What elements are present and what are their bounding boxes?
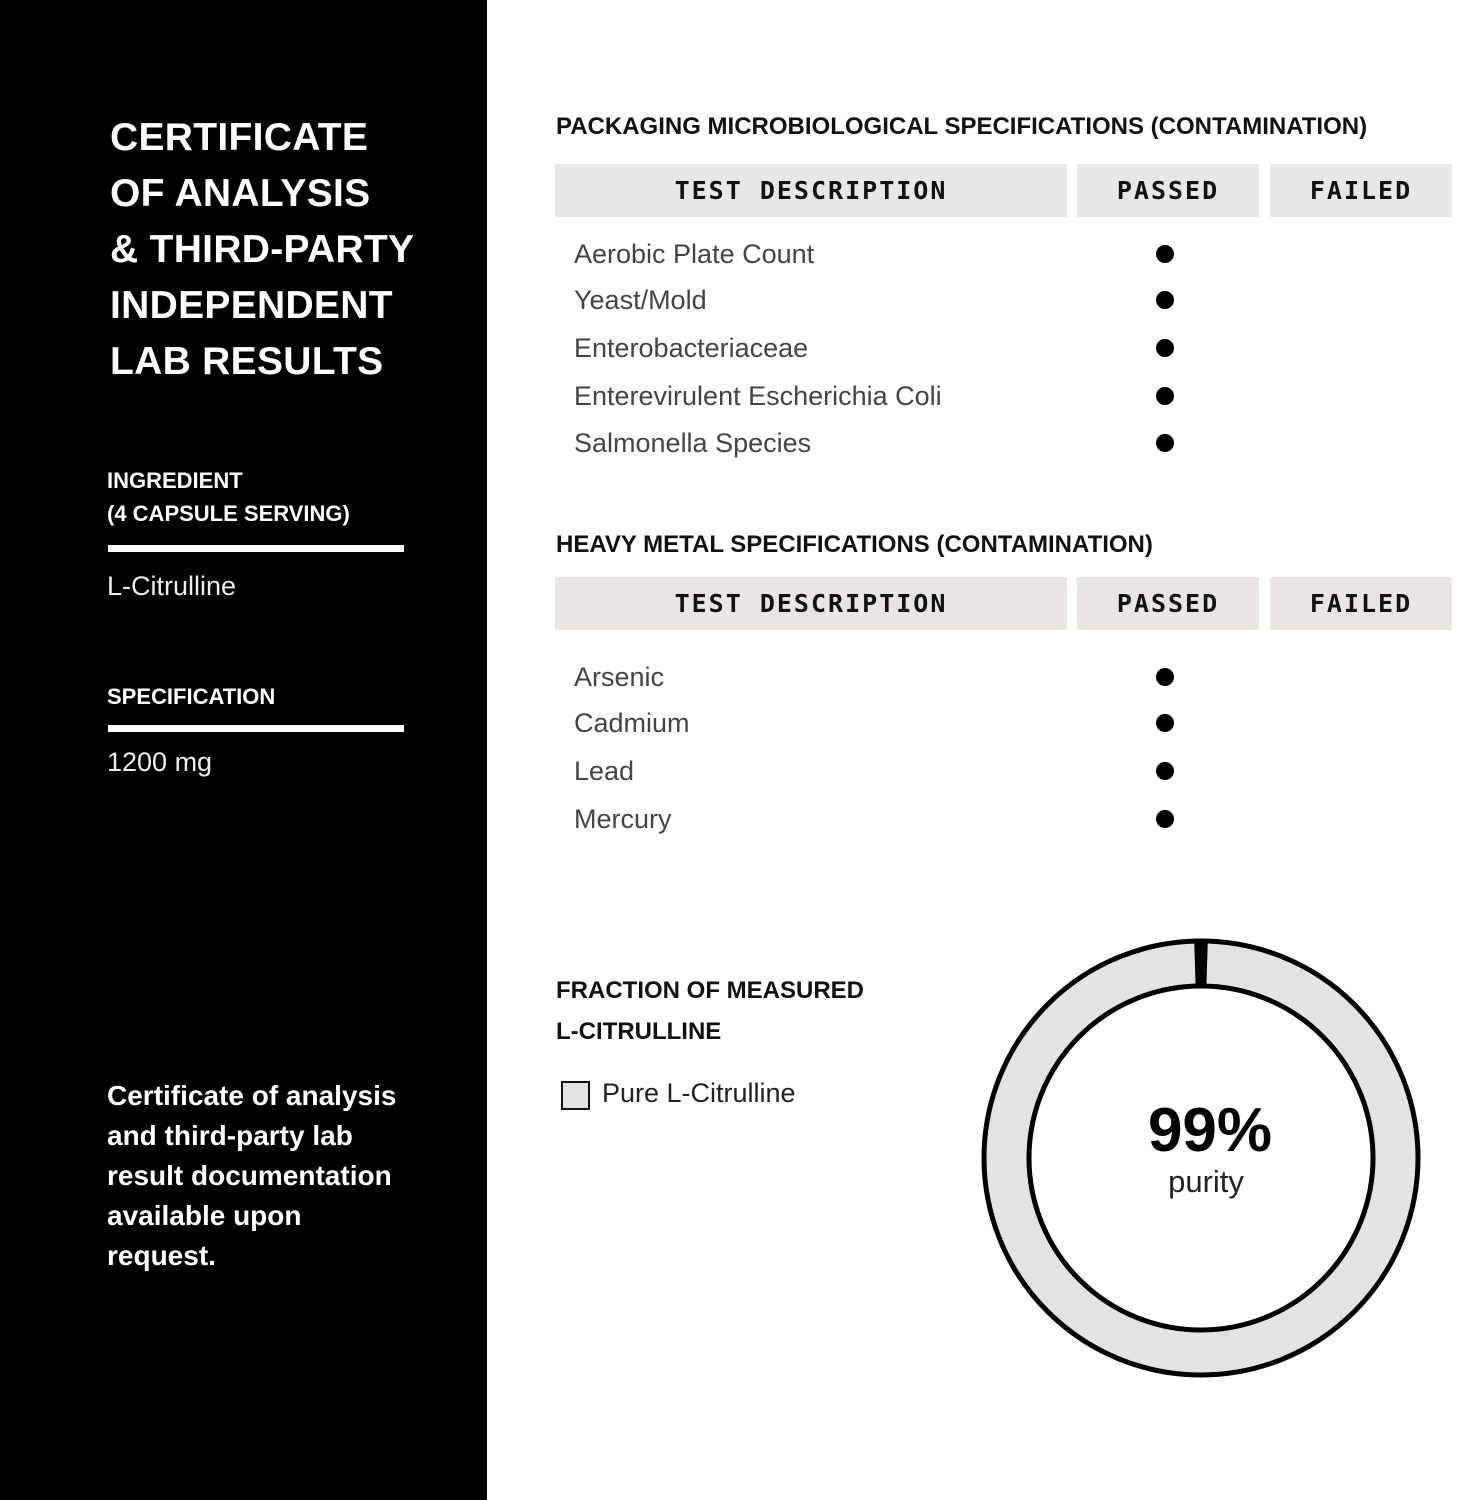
legend-label: Pure L-Citrulline [602,1078,796,1108]
passed-dot-icon [1156,810,1174,828]
table-row-test: Lead [574,756,635,786]
divider [108,545,404,552]
metals-heading: HEAVY METAL SPECIFICATIONS (CONTAMINATIO… [556,531,1153,558]
table-row-test: Yeast/Mold [574,285,707,315]
passed-dot-icon [1156,387,1174,405]
note-line: Certificate of analysis [107,1080,397,1111]
column-header: FAILED [1270,577,1452,630]
passed-dot-icon [1156,434,1174,452]
passed-dot-icon [1156,339,1174,357]
passed-dot-icon [1156,762,1174,780]
donut-slice [1194,940,1208,987]
column-header: PASSED [1077,164,1259,217]
column-header: PASSED [1077,577,1259,630]
ingredient-label-line: INGREDIENT [107,468,243,493]
table-row-test: Enterobacteriaceae [574,333,809,363]
center-value: 99% [1148,1096,1272,1165]
purity-donut-chart: 99% purity [981,938,1421,1378]
microbio-heading: PACKAGING MICROBIOLOGICAL SPECIFICATIONS… [556,113,1368,140]
donut-outer-border [981,938,1421,1378]
donut-inner-border [1026,983,1376,1333]
table-row-test: Mercury [574,804,672,834]
page-title: CERTIFICATE OF ANALYSIS & THIRD-PARTY IN… [110,110,414,390]
note-line: result documentation [107,1160,392,1191]
specification-label: SPECIFICATION [107,684,276,709]
column-header: FAILED [1270,164,1452,217]
ingredient-label-line: (4 CAPSULE SERVING) [107,501,350,526]
note-line: and third-party lab [107,1120,353,1151]
chart-title: FRACTION OF MEASURED L-CITRULLINE [556,970,864,1052]
column-header: TEST DESCRIPTION [555,577,1067,630]
column-header: TEST DESCRIPTION [555,164,1067,217]
title-line: OF ANALYSIS [110,172,371,215]
divider [108,725,404,732]
passed-dot-icon [1156,291,1174,309]
availability-note: Certificate of analysis and third-party … [107,1076,437,1276]
table-row-test: Salmonella Species [574,428,812,458]
table-row-test: Arsenic [574,662,665,692]
table-row-test: Aerobic Plate Count [574,239,815,269]
passed-dot-icon [1156,245,1174,263]
passed-dot-icon [1156,714,1174,732]
ingredient-value: L-Citrulline [107,571,237,601]
left-panel: CERTIFICATE OF ANALYSIS & THIRD-PARTY IN… [0,0,487,1500]
note-line: request. [107,1240,216,1271]
specification-value: 1200 mg [107,747,213,777]
title-line: & THIRD-PARTY [110,228,415,271]
chart-title-line: L-CITRULLINE [556,1018,722,1045]
table-row-test: Cadmium [574,708,690,738]
title-line: INDEPENDENT [110,284,393,327]
ingredient-label: INGREDIENT (4 CAPSULE SERVING) [107,464,350,530]
title-line: LAB RESULTS [110,340,384,383]
center-label: purity [1168,1164,1244,1199]
legend-swatch [561,1081,590,1110]
table-row-test: Enterevirulent Escherichia Coli [574,381,942,411]
title-line: CERTIFICATE [110,116,369,159]
note-line: available upon [107,1200,302,1231]
passed-dot-icon [1156,668,1174,686]
chart-title-line: FRACTION OF MEASURED [556,977,864,1004]
